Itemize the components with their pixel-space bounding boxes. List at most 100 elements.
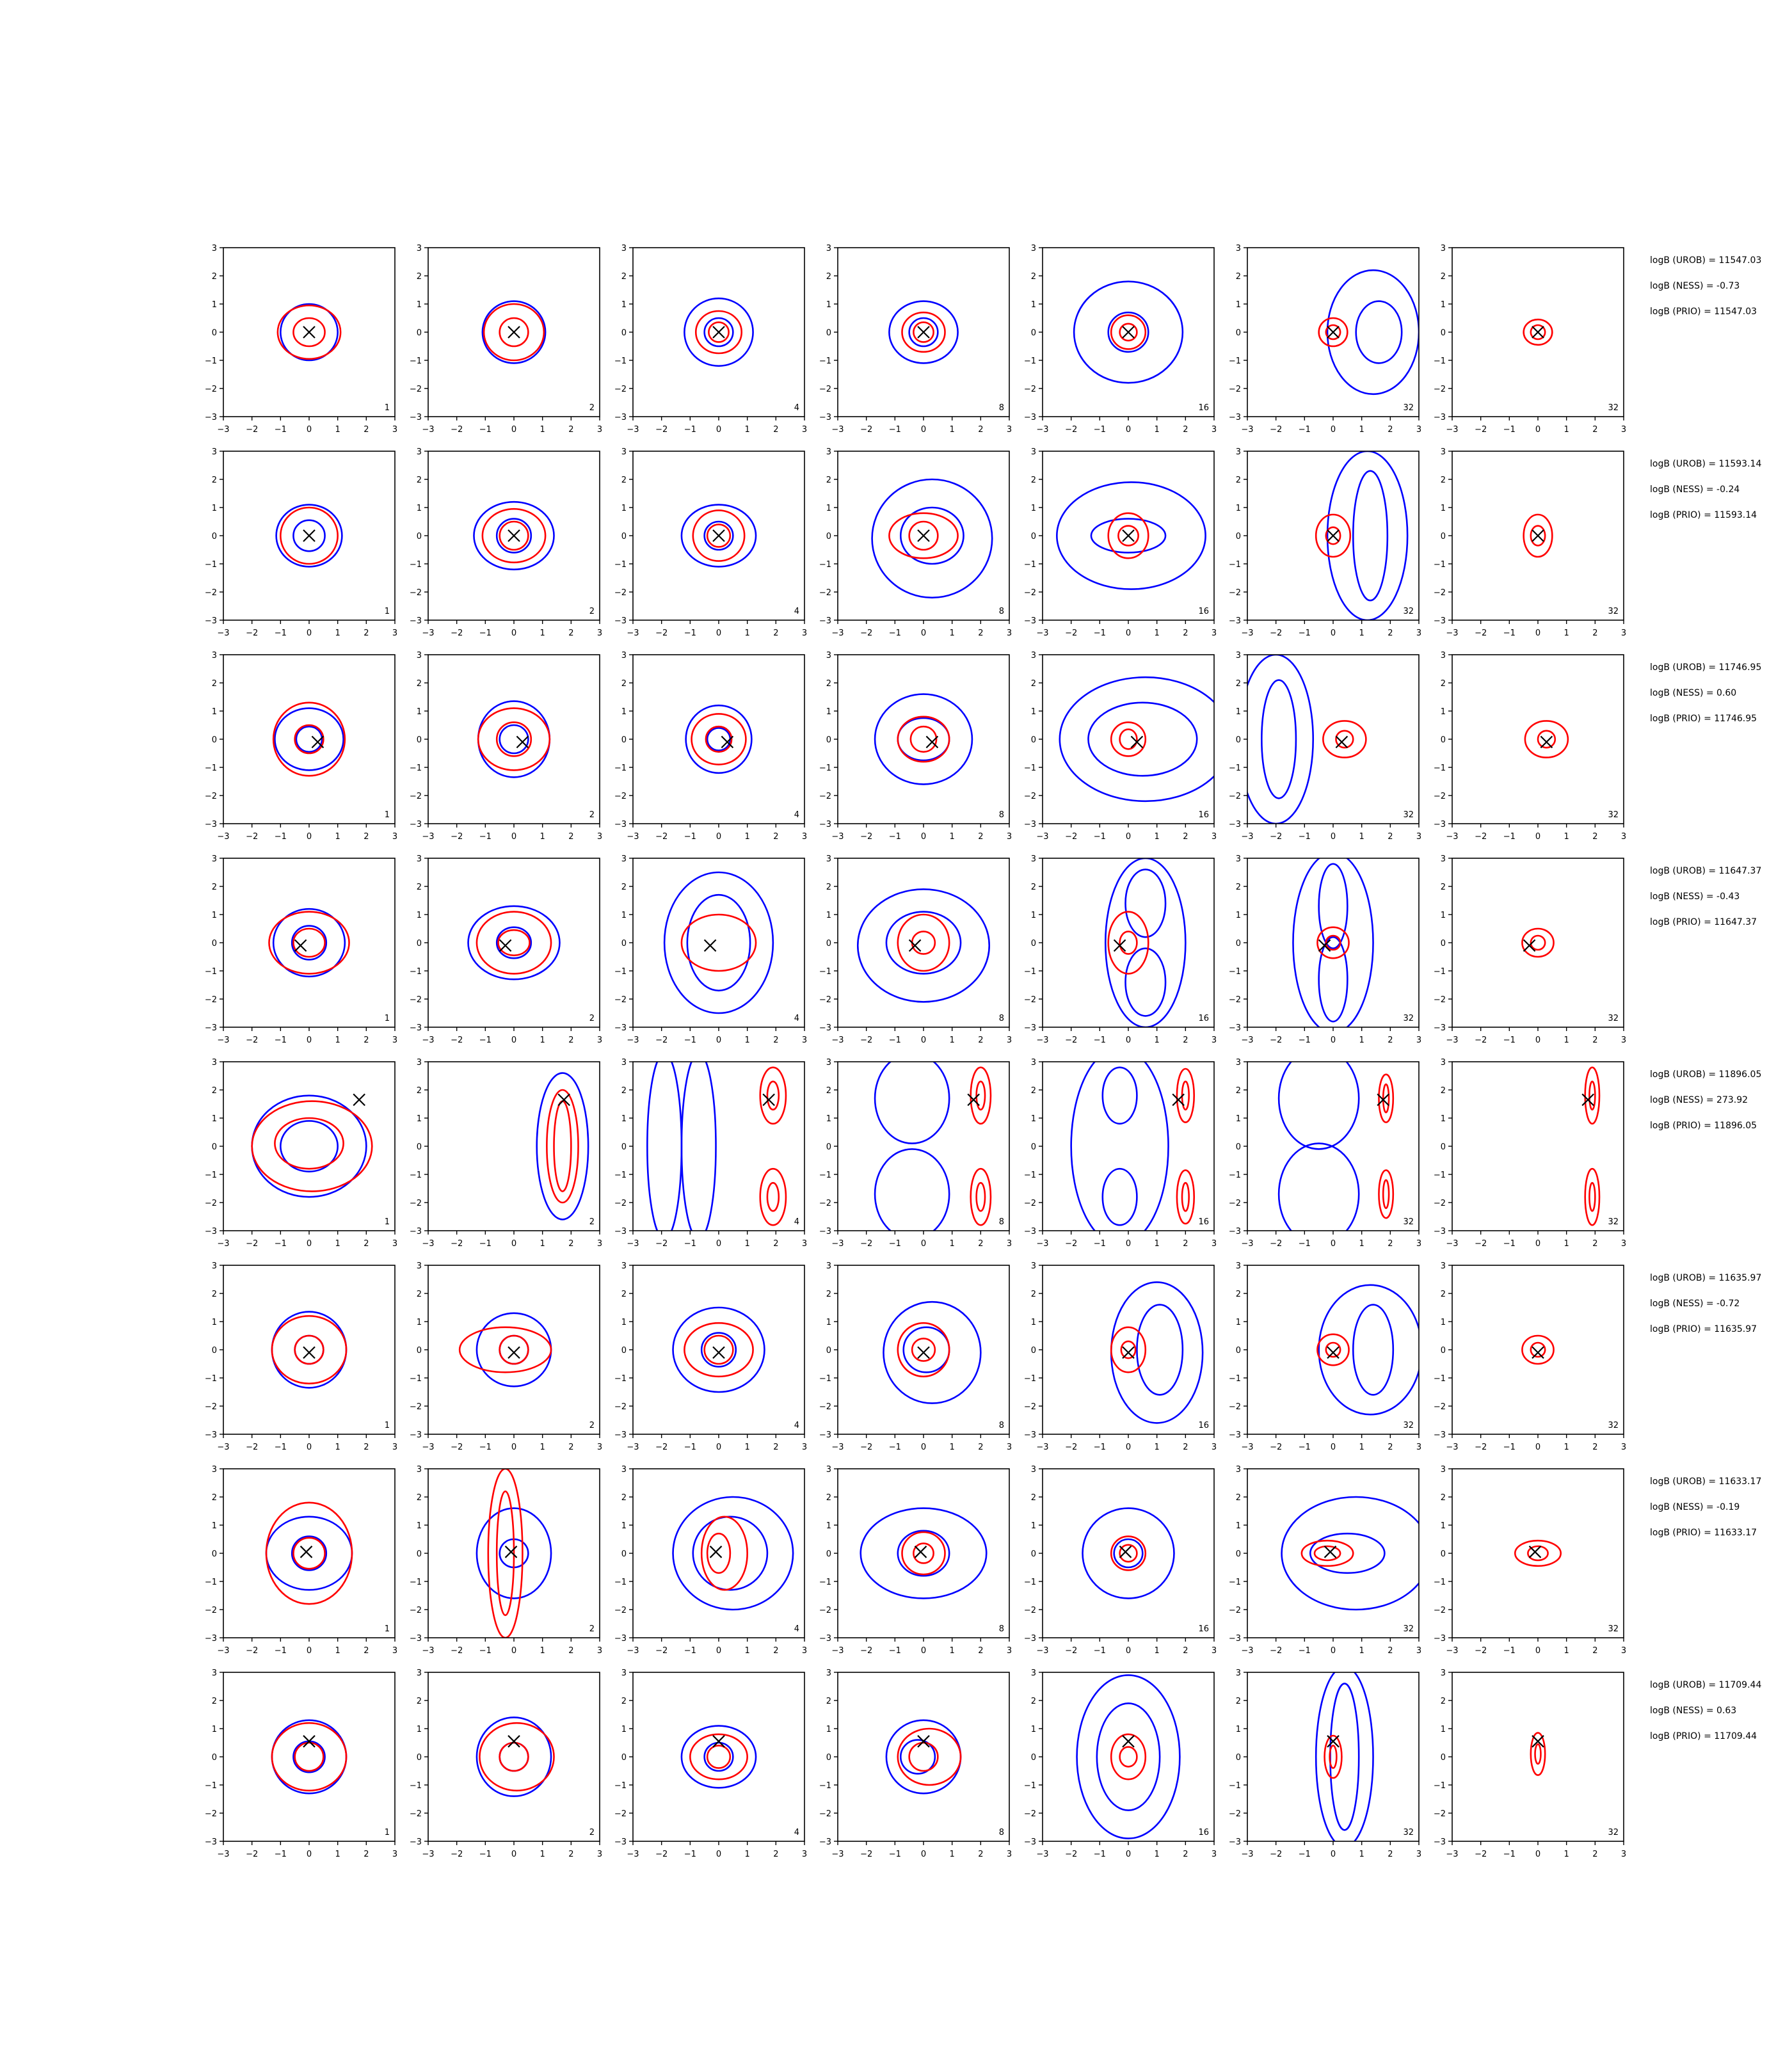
panel-label: 1 — [385, 810, 390, 820]
x-tick-label: 0 — [511, 832, 516, 842]
y-tick-label: −1 — [1229, 1374, 1241, 1384]
x-tick-label: −3 — [422, 1239, 434, 1249]
x-tick-label: 2 — [773, 1850, 778, 1859]
red-contour-1 — [1530, 1732, 1546, 1776]
red-contour-1 — [888, 512, 959, 559]
blue-contour-3 — [1124, 947, 1167, 1017]
x-tick-label: 1 — [745, 1036, 750, 1045]
y-tick-label: 2 — [621, 1290, 627, 1299]
x-tick-label: 2 — [1592, 1036, 1597, 1045]
row-1-stat-3: logB (PRIO) = 11547.03 — [1650, 307, 1757, 317]
mean-marker — [712, 529, 725, 542]
mean-marker — [1119, 1546, 1132, 1558]
y-tick-label: −2 — [1229, 1606, 1241, 1615]
x-tick-label: 3 — [1212, 1646, 1217, 1656]
panel-plot-area — [860, 1507, 988, 1599]
y-tick-label: 1 — [417, 1521, 422, 1531]
contour-panel-r8-c2: −3 −2 −1 0 1 2 3 3 2 1 0 −1 −2 −3 2 — [410, 1668, 602, 1859]
y-tick-label: 0 — [1441, 1346, 1446, 1356]
y-tick-label: −3 — [1229, 1634, 1241, 1644]
panel-label: 2 — [589, 607, 595, 616]
x-tick-label: 3 — [1007, 1443, 1012, 1452]
mean-marker — [1377, 1093, 1389, 1107]
y-tick-label: 2 — [212, 1493, 217, 1503]
x-tick-label: 1 — [1155, 1443, 1160, 1452]
x-tick-label: −2 — [1270, 1646, 1282, 1656]
y-tick-label: 0 — [1441, 939, 1446, 948]
axes-frame — [1452, 858, 1624, 1028]
y-tick-label: 2 — [212, 883, 217, 892]
x-tick-label: −1 — [1094, 832, 1106, 842]
x-tick-label: −2 — [246, 1850, 258, 1859]
red-contour-2 — [1530, 934, 1546, 951]
x-tick-label: 1 — [335, 425, 340, 435]
panel-label: 2 — [589, 1217, 595, 1227]
red-contour-1 — [692, 509, 746, 562]
y-tick-label: −3 — [1229, 413, 1241, 422]
red-contour-2 — [911, 931, 936, 955]
axes-frame — [1452, 1672, 1624, 1842]
x-tick-label: −2 — [1475, 832, 1487, 842]
x-tick-label: 1 — [1359, 628, 1364, 638]
y-tick-label: 1 — [417, 911, 422, 920]
y-tick-label: −3 — [1024, 1634, 1036, 1644]
y-tick-label: −3 — [410, 1634, 422, 1644]
y-tick-label: −3 — [205, 1023, 217, 1033]
blue-contour-1 — [476, 1312, 552, 1388]
y-tick-label: 1 — [1031, 1725, 1036, 1734]
x-tick-label: −2 — [451, 832, 463, 842]
y-tick-label: 0 — [417, 939, 422, 948]
y-tick-label: 0 — [212, 735, 217, 745]
red-contour-1 — [901, 311, 946, 353]
x-tick-label: 0 — [1331, 628, 1336, 638]
red-contour-1 — [1514, 1539, 1562, 1567]
x-tick-label: 1 — [745, 1443, 750, 1452]
y-tick-label: 2 — [1031, 679, 1036, 689]
y-tick-label: 0 — [1441, 532, 1446, 541]
y-tick-label: −3 — [819, 1023, 831, 1033]
x-tick-label: −2 — [451, 1443, 463, 1452]
x-tick-label: 1 — [1359, 1850, 1364, 1859]
y-tick-label: 0 — [1031, 1753, 1036, 1763]
x-tick-label: −3 — [1446, 1443, 1458, 1452]
x-tick-label: 0 — [1535, 628, 1540, 638]
mean-marker — [967, 1093, 980, 1107]
red-contour-3 — [1584, 1167, 1601, 1226]
red-contour-1 — [1322, 720, 1367, 758]
panel-plot-area — [1247, 655, 1367, 824]
panel-label: 32 — [1608, 1014, 1619, 1023]
x-tick-label: 1 — [540, 628, 545, 638]
contour-panel-r1-c5: −3 −2 −1 0 1 2 3 3 2 1 0 −1 −2 −3 16 — [1024, 244, 1217, 435]
panel-plot-area — [1315, 451, 1409, 620]
mean-marker — [721, 735, 734, 749]
red-contour-1 — [280, 506, 339, 565]
x-tick-label: 2 — [1388, 1443, 1393, 1452]
y-tick-label: −3 — [1229, 1430, 1241, 1440]
blue-contour-1 — [1281, 1496, 1419, 1611]
y-tick-label: 1 — [1236, 707, 1241, 717]
panel-plot-area — [1318, 269, 1419, 396]
axes-frame — [428, 858, 600, 1028]
y-tick-label: −3 — [614, 1023, 627, 1033]
y-tick-label: −2 — [819, 1402, 831, 1412]
x-tick-label: −1 — [1503, 832, 1516, 842]
y-tick-label: −1 — [614, 764, 627, 773]
x-tick-label: 2 — [1388, 425, 1393, 435]
y-tick-label: 0 — [1236, 939, 1241, 948]
y-tick-label: 2 — [621, 883, 627, 892]
x-tick-label: 0 — [921, 425, 926, 435]
x-tick-label: 2 — [568, 1036, 573, 1045]
row-6-stat-2: logB (NESS) = -0.72 — [1650, 1299, 1740, 1309]
contour-panel-r7-c4: −3 −2 −1 0 1 2 3 3 2 1 0 −1 −2 −3 8 — [819, 1465, 1012, 1656]
x-tick-label: 1 — [950, 832, 955, 842]
y-tick-label: 2 — [826, 272, 831, 282]
y-tick-label: −3 — [819, 1634, 831, 1644]
panel-label: 8 — [999, 1421, 1004, 1430]
axes-frame — [837, 1672, 1010, 1842]
y-tick-label: −1 — [1229, 560, 1241, 570]
row-4-stat-3: logB (PRIO) = 11647.37 — [1650, 917, 1757, 927]
y-tick-label: −1 — [819, 356, 831, 366]
x-tick-label: 1 — [1564, 1646, 1569, 1656]
